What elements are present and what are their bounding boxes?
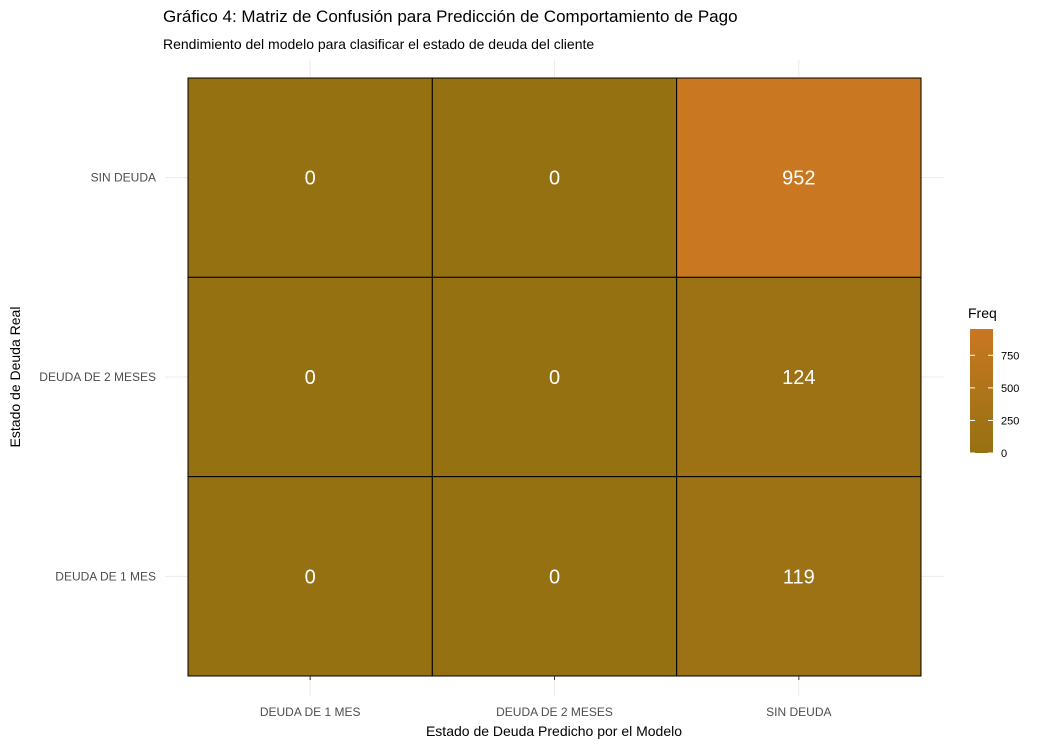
legend-tick-label: 750 (1001, 350, 1019, 362)
legend-tick-label: 500 (1001, 383, 1019, 395)
heatmap-cell (187, 77, 433, 278)
cell-value-label: 0 (549, 367, 560, 389)
cell-value-label: 0 (549, 566, 560, 588)
y-tick-label: SIN DEUDA (91, 171, 156, 185)
heatmap-cell (676, 276, 922, 478)
x-tick-label: SIN DEUDA (766, 705, 831, 719)
x-axis-label: Estado de Deuda Predicho por el Modelo (426, 723, 682, 739)
heatmap-cell (187, 476, 433, 677)
heatmap-cell (431, 276, 678, 478)
cell-value-label: 0 (305, 168, 316, 190)
cell-value-label: 0 (305, 367, 316, 389)
color-legend: Freq 0 250 500 750 (968, 305, 1019, 460)
chart-title: Gráfico 4: Matriz de Confusión para Pred… (163, 7, 738, 26)
heatmap-cell (676, 77, 922, 278)
x-tick-label: DEUDA DE 2 MESES (496, 705, 613, 719)
x-tick-label: DEUDA DE 1 MES (260, 705, 361, 719)
y-axis-ticks: DEUDA DE 1 MES DEUDA DE 2 MESES SIN DEUDA (39, 171, 156, 584)
legend-colorbar (970, 329, 993, 453)
cell-value-label: 0 (549, 168, 560, 190)
cell-value-label: 124 (782, 367, 815, 389)
y-tick-label: DEUDA DE 2 MESES (39, 370, 156, 384)
y-axis-label: Estado de Deuda Real (7, 307, 23, 448)
legend-title: Freq (968, 305, 997, 321)
y-tick-label: DEUDA DE 1 MES (55, 569, 156, 583)
legend-tick-label: 0 (1001, 448, 1007, 460)
heatmap-cell (431, 476, 678, 677)
chart-subtitle: Rendimiento del modelo para clasificar e… (163, 36, 594, 52)
cell-value-label: 952 (782, 168, 815, 190)
cell-value-label: 119 (783, 566, 815, 588)
legend-ticks: 0 250 500 750 (970, 350, 1019, 460)
heatmap-cells: 0 0 952 0 0 124 0 0 119 (187, 77, 922, 677)
cell-value-label: 0 (305, 566, 316, 588)
heatmap-cell (187, 276, 433, 478)
legend-tick-label: 250 (1001, 415, 1019, 427)
x-axis-ticks: DEUDA DE 1 MES DEUDA DE 2 MESES SIN DEUDA (260, 676, 832, 719)
